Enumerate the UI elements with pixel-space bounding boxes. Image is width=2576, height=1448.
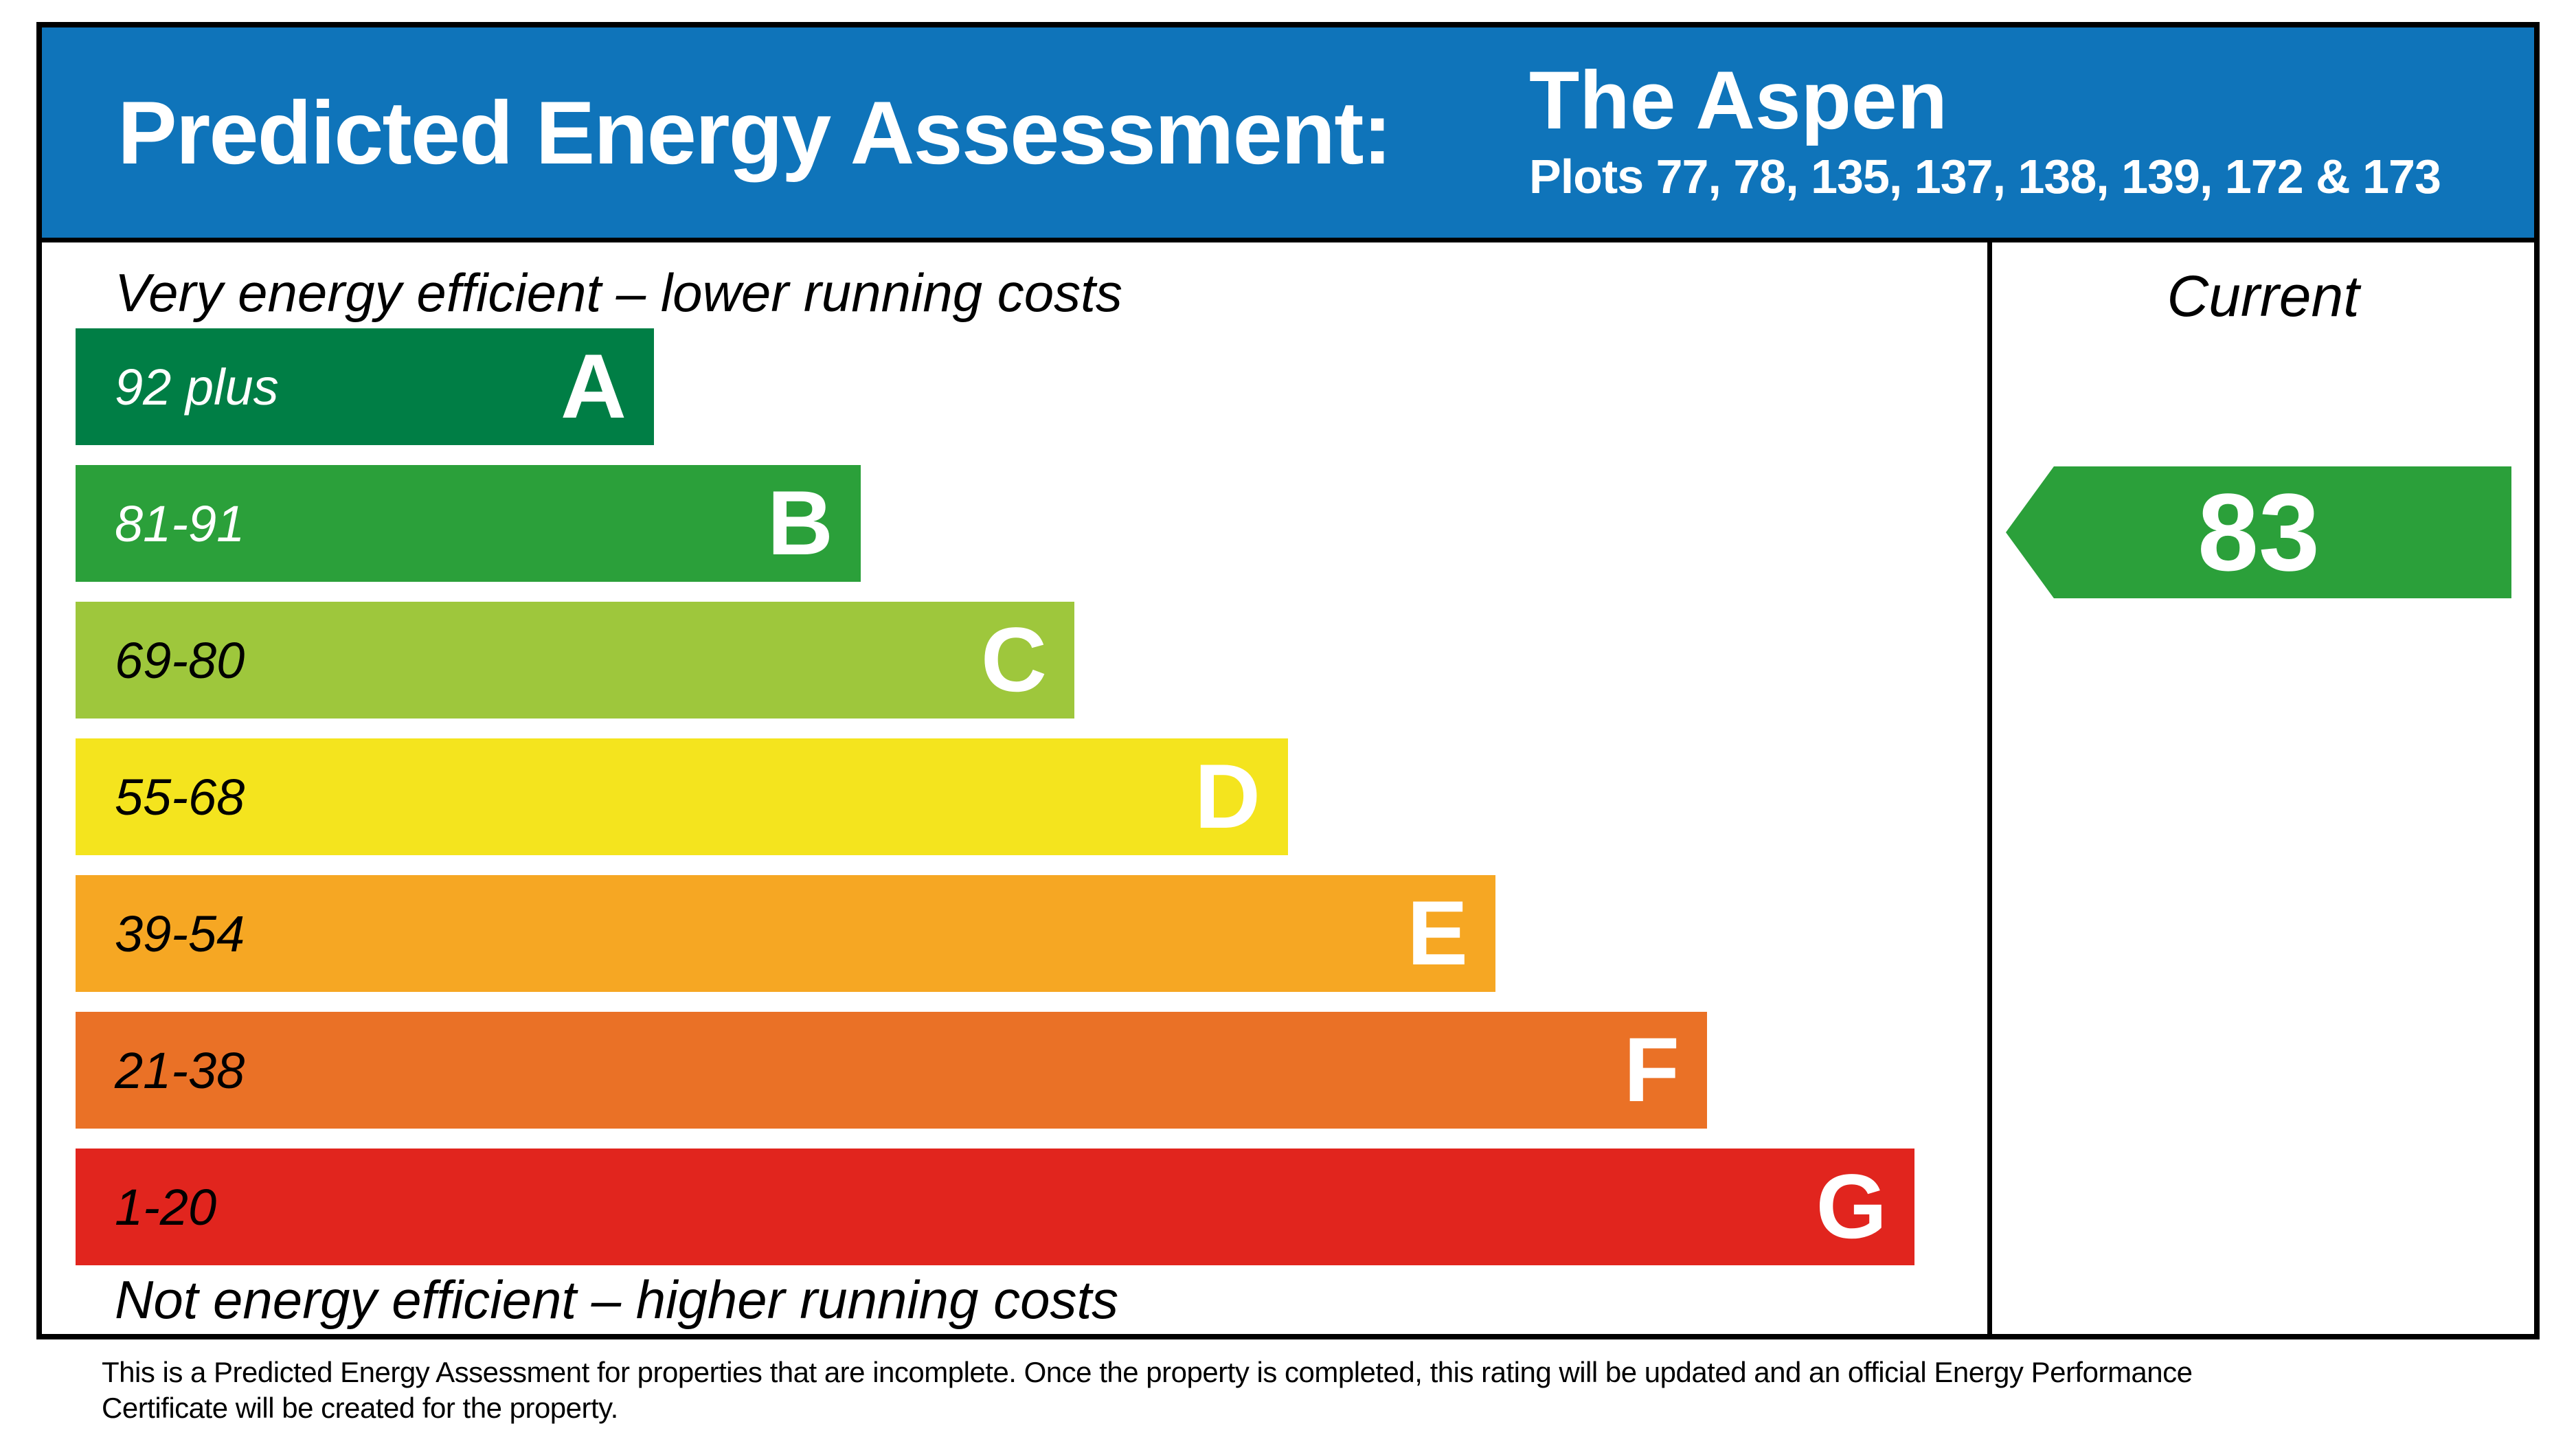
band-range-label: 1-20 (115, 1178, 217, 1236)
band-row-B: 81-91 B (76, 465, 861, 582)
current-rating-arrow: 83 (2006, 466, 2511, 598)
current-column-header: Current (2167, 264, 2360, 328)
property-name: The Aspen (1529, 54, 1947, 146)
footer-line-1: This is a Predicted Energy Assessment fo… (102, 1356, 2193, 1388)
band-row-E: 39-54 E (76, 875, 1495, 992)
band-row-D: 55-68 D (76, 738, 1288, 855)
chart-body: Very energy efficient – lower running co… (42, 242, 2534, 1334)
band-letter: E (1407, 882, 1468, 984)
band-row-F: 21-38 F (76, 1012, 1707, 1129)
band-row-G: 1-20 G (76, 1149, 1914, 1265)
footer-line-2: Certificate will be created for the prop… (102, 1392, 618, 1424)
band-range-label: 69-80 (115, 631, 245, 689)
band-row-C: 69-80 C (76, 602, 1074, 719)
band-row-A: 92 plus A (76, 328, 654, 445)
band-letter: G (1816, 1155, 1887, 1258)
band-range-label: 92 plus (115, 358, 279, 416)
band-letter: A (560, 335, 626, 438)
epc-sheet: Predicted Energy Assessment: The Aspen P… (36, 22, 2540, 1339)
band-letter: C (980, 609, 1047, 711)
caption-not-efficient: Not energy efficient – higher running co… (115, 1269, 1119, 1330)
property-block: The Aspen Plots 77, 78, 135, 137, 138, 1… (1529, 59, 2441, 201)
property-plots: Plots 77, 78, 135, 137, 138, 139, 172 & … (1529, 150, 2441, 203)
band-letter: F (1623, 1019, 1680, 1121)
band-range-label: 21-38 (115, 1041, 245, 1099)
current-rating-value: 83 (2197, 471, 2320, 593)
footer-note: This is a Predicted Energy Assessment fo… (102, 1355, 2193, 1426)
band-letter: D (1194, 745, 1261, 848)
band-range-label: 55-68 (115, 768, 245, 826)
band-range-label: 81-91 (115, 495, 245, 552)
band-list: 92 plus A 81-91 B 69-80 C 55-68 D 39-54 E 21-38 F 1-… (76, 328, 1914, 1285)
page-title: Predicted Energy Assessment: (117, 82, 1392, 183)
header-banner: Predicted Energy Assessment: The Aspen P… (42, 27, 2534, 242)
column-divider (1987, 242, 1992, 1334)
caption-very-efficient: Very energy efficient – lower running co… (115, 262, 1122, 323)
band-range-label: 39-54 (115, 905, 245, 962)
band-letter: B (767, 472, 833, 574)
